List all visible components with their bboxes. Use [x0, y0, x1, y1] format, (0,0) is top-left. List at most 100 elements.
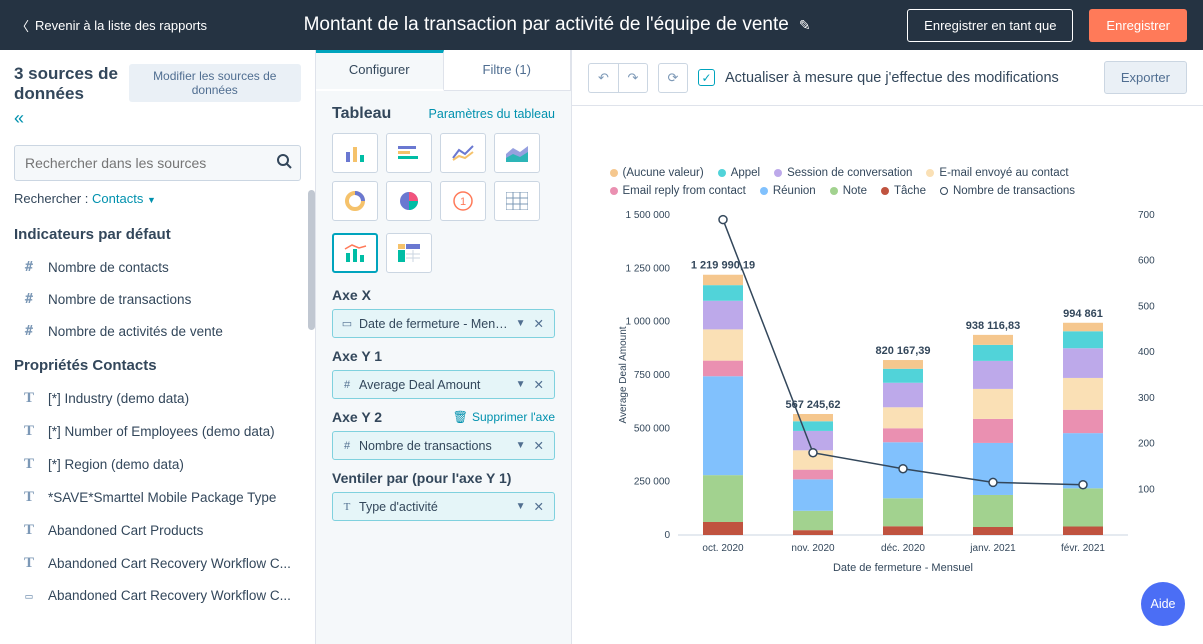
- axis-y1-chip[interactable]: # Average Deal Amount ▼ ✕: [332, 370, 555, 399]
- legend-swatch: [830, 187, 838, 195]
- breakdown-chip[interactable]: T Type d'activité ▼ ✕: [332, 492, 555, 521]
- property-item[interactable]: T Abandoned Cart Products: [0, 514, 315, 547]
- svg-text:févr. 2021: févr. 2021: [1061, 543, 1105, 554]
- property-item[interactable]: T*SAVE*Smarttel Mobile Package Type: [0, 481, 315, 514]
- undo-button[interactable]: ↶: [588, 63, 618, 93]
- chart-type-kpi[interactable]: 1: [440, 181, 486, 221]
- chevron-down-icon[interactable]: ▼: [516, 440, 526, 451]
- chevron-down-icon[interactable]: ▼: [516, 501, 526, 512]
- legend-item[interactable]: Tâche: [881, 185, 926, 197]
- app-header: 〈 Revenir à la liste des rapports Montan…: [0, 0, 1203, 50]
- pencil-icon[interactable]: ✎: [799, 17, 811, 34]
- svg-text:1 219 990,19: 1 219 990,19: [690, 259, 754, 271]
- help-button[interactable]: Aide: [1141, 582, 1185, 626]
- svg-text:déc. 2020: déc. 2020: [881, 543, 925, 554]
- back-link[interactable]: 〈 Revenir à la liste des rapports: [16, 16, 207, 35]
- property-item[interactable]: ▭Abandoned Cart Recovery Workflow C...: [0, 580, 315, 611]
- chart-type-area[interactable]: [494, 133, 540, 173]
- default-metric-item[interactable]: #Nombre de contacts: [0, 251, 315, 283]
- chevron-down-icon[interactable]: ▼: [516, 379, 526, 390]
- delete-axis-link[interactable]: 🗑Supprimer l'axe: [453, 410, 555, 424]
- collapse-panel-icon[interactable]: «: [14, 104, 119, 129]
- svg-text:250 000: 250 000: [633, 476, 670, 487]
- contact-properties-header: Propriétés Contacts: [0, 347, 315, 382]
- search-icon[interactable]: [276, 153, 292, 172]
- tab-filter[interactable]: Filtre (1): [444, 50, 572, 91]
- svg-text:0: 0: [664, 530, 670, 541]
- legend-label: (Aucune valeur): [623, 167, 704, 179]
- chart-type-pivot[interactable]: [386, 233, 432, 273]
- default-metric-item[interactable]: #Nombre de activités de vente: [0, 315, 315, 347]
- axis-x-chip[interactable]: ▭ Date de fermeture - Mens... ▼ ✕: [332, 309, 555, 338]
- tableau-heading: Tableau: [332, 105, 391, 123]
- chart-legend: (Aucune valeur) Appel Session de conversat…: [608, 163, 1168, 205]
- chart-type-grid: 1: [332, 133, 555, 221]
- legend-item[interactable]: (Aucune valeur): [610, 167, 704, 179]
- svg-text:Date de fermeture - Mensuel: Date de fermeture - Mensuel: [832, 562, 972, 574]
- data-sources-panel: 3 sources de données « Modifier les sour…: [0, 50, 316, 644]
- hash-icon: #: [22, 291, 36, 307]
- text-icon: T: [22, 489, 36, 506]
- refresh-button[interactable]: ⟳: [658, 63, 688, 93]
- legend-item[interactable]: E-mail envoyé au contact: [926, 167, 1068, 179]
- tab-configure[interactable]: Configurer: [316, 50, 444, 91]
- property-item[interactable]: T[*] Region (demo data): [0, 448, 315, 481]
- export-button[interactable]: Exporter: [1104, 61, 1187, 94]
- search-entity-dropdown[interactable]: Contacts ▼: [92, 191, 156, 206]
- svg-text:1 500 000: 1 500 000: [625, 210, 670, 221]
- svg-text:Average Deal Amount: Average Deal Amount: [618, 326, 629, 423]
- legend-item-line[interactable]: Nombre de transactions: [940, 185, 1075, 197]
- svg-text:300: 300: [1138, 392, 1155, 403]
- remove-chip-icon[interactable]: ✕: [532, 438, 546, 453]
- property-item[interactable]: TAbandoned Cart Recovery Workflow C...: [0, 547, 315, 580]
- property-item[interactable]: T[*] Number of Employees (demo data): [0, 415, 315, 448]
- chart-type-pie[interactable]: [386, 181, 432, 221]
- legend-item[interactable]: Note: [830, 185, 867, 197]
- redo-button[interactable]: ↷: [618, 63, 648, 93]
- text-icon: T: [22, 456, 36, 473]
- remove-chip-icon[interactable]: ✕: [532, 499, 546, 514]
- property-label: Abandoned Cart Products: [48, 523, 203, 538]
- chevron-down-icon[interactable]: ▼: [516, 318, 526, 329]
- modify-sources-button[interactable]: Modifier les sources de données: [129, 64, 301, 102]
- svg-text:400: 400: [1138, 347, 1155, 358]
- search-sources-input[interactable]: [14, 145, 301, 181]
- back-label: Revenir à la liste des rapports: [35, 18, 207, 33]
- save-as-button[interactable]: Enregistrer en tant que: [907, 9, 1073, 42]
- auto-update-checkbox[interactable]: ✓: [698, 69, 715, 86]
- legend-item[interactable]: Appel: [718, 167, 760, 179]
- svg-text:oct. 2020: oct. 2020: [702, 543, 744, 554]
- metric-label: Nombre de transactions: [48, 292, 191, 307]
- chart-type-line[interactable]: [440, 133, 486, 173]
- legend-swatch: [760, 187, 768, 195]
- svg-text:500: 500: [1138, 301, 1155, 312]
- axis-y2-chip[interactable]: # Nombre de transactions ▼ ✕: [332, 431, 555, 460]
- chart-area: (Aucune valeur) Appel Session de conversat…: [572, 106, 1203, 644]
- remove-chip-icon[interactable]: ✕: [532, 377, 546, 392]
- default-metric-item[interactable]: # Nombre de transactions: [0, 283, 315, 315]
- legend-swatch: [610, 187, 618, 195]
- legend-swatch: [610, 169, 618, 177]
- table-settings-link[interactable]: Paramètres du tableau: [429, 107, 555, 121]
- text-icon: T: [22, 522, 36, 539]
- legend-item[interactable]: Session de conversation: [774, 167, 912, 179]
- remove-chip-icon[interactable]: ✕: [532, 316, 546, 331]
- legend-item[interactable]: Email reply from contact: [610, 185, 746, 197]
- chart-type-combo[interactable]: [332, 233, 378, 273]
- text-icon: T: [22, 423, 36, 440]
- legend-item[interactable]: Réunion: [760, 185, 816, 197]
- text-icon: T: [22, 555, 36, 572]
- chart-type-bar[interactable]: [332, 133, 378, 173]
- chart-type-donut[interactable]: [332, 181, 378, 221]
- scrollbar[interactable]: [308, 50, 315, 644]
- legend-label: Tâche: [894, 185, 926, 197]
- hash-icon: #: [341, 440, 353, 452]
- main-layout: 3 sources de données « Modifier les sour…: [0, 50, 1203, 644]
- property-item[interactable]: T[*] Industry (demo data): [0, 382, 315, 415]
- save-button[interactable]: Enregistrer: [1089, 9, 1187, 42]
- chart-type-hbar[interactable]: [386, 133, 432, 173]
- legend-label: Session de conversation: [787, 167, 912, 179]
- metric-label: Nombre de activités de vente: [48, 324, 223, 339]
- legend-swatch: [881, 187, 889, 195]
- chart-type-table[interactable]: [494, 181, 540, 221]
